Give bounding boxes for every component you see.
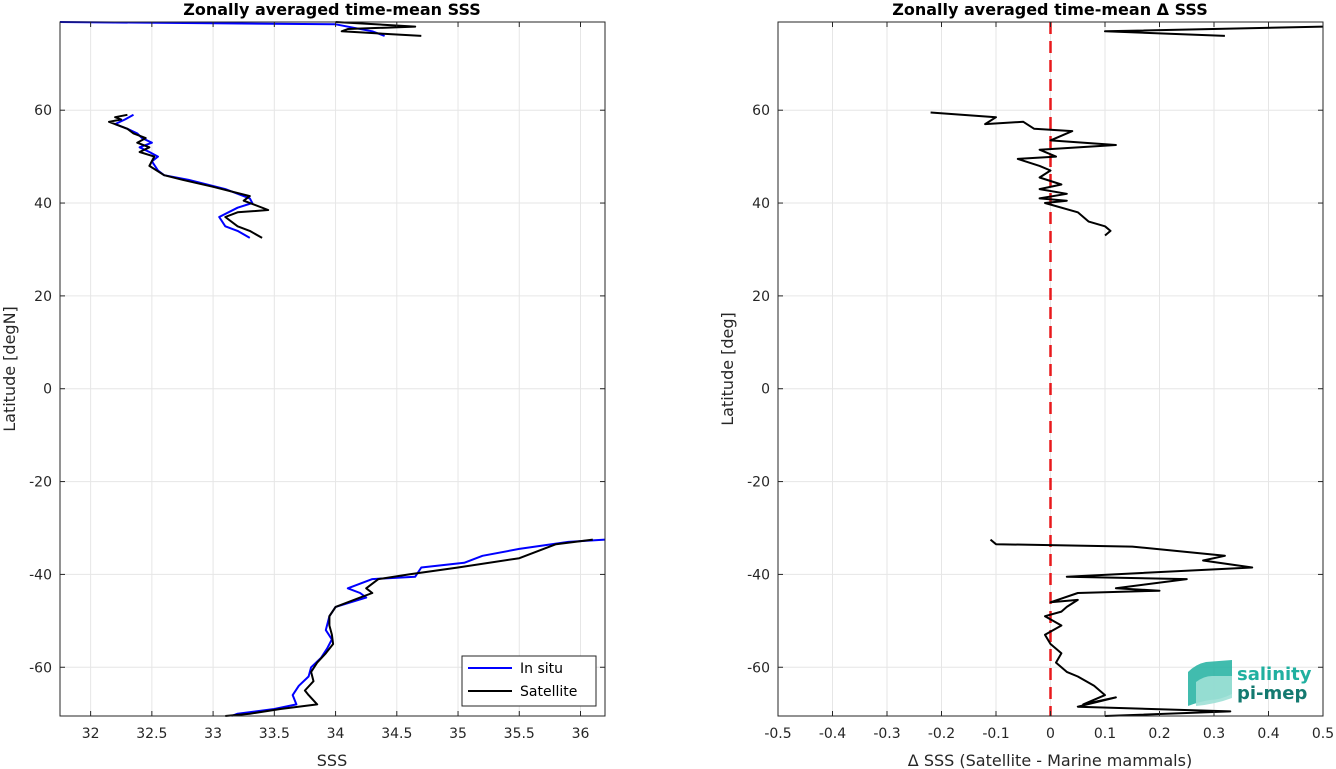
series-line-satellite-segment-2 [225, 538, 593, 717]
right-chart: -0.5 -0.4 -0.3 -0.2 -0.1 0 0.1 0.2 0.3 0.4 0.5 -60 -… [718, 0, 1334, 769]
x-tick-label: 0 [1046, 726, 1055, 742]
right-y-axis-label: Latitude [deg] [718, 312, 737, 426]
salinity-pi-mep-logo: salinity pi-mep [1188, 660, 1312, 706]
x-tick-label: 35.5 [504, 726, 535, 742]
logo-text-pi-mep: pi-mep [1237, 683, 1307, 704]
left-y-axis-label: Latitude [degN] [0, 306, 19, 432]
y-tick-label: 60 [34, 103, 52, 119]
right-series [930, 25, 1324, 717]
x-tick-label: 32 [82, 726, 100, 742]
left-plot-area [60, 22, 605, 716]
right-chart-title: Zonally averaged time-mean Δ SSS [892, 0, 1208, 19]
x-tick-label: 33.5 [259, 726, 290, 742]
y-tick-label: -20 [29, 475, 52, 491]
x-tick-label: 32.5 [136, 726, 167, 742]
y-tick-label: -60 [747, 660, 770, 676]
x-tick-label: -0.1 [982, 726, 1009, 742]
y-tick-label: 20 [34, 289, 52, 305]
x-tick-label: 0.3 [1203, 726, 1225, 742]
x-tick-label: 34 [327, 726, 345, 742]
x-tick-label: 0.4 [1257, 726, 1279, 742]
x-tick-label: 0.1 [1094, 726, 1116, 742]
legend-label-satellite: Satellite [520, 684, 577, 700]
y-tick-label: -40 [747, 567, 770, 583]
x-tick-label: -0.3 [873, 726, 900, 742]
series-line-satellite-segment-1 [108, 113, 270, 239]
logo-text-salinity: salinity [1237, 664, 1312, 685]
y-tick-label: 0 [43, 382, 52, 398]
series-line-delta-sss-segment-2 [989, 538, 1254, 717]
x-tick-label: -0.5 [764, 726, 791, 742]
series-line-delta-sss-segment-1 [930, 111, 1117, 237]
y-tick-label: -60 [29, 660, 52, 676]
series-line-satellite-segment-0 [335, 21, 422, 37]
right-ticks: -0.5 -0.4 -0.3 -0.2 -0.1 0 0.1 0.2 0.3 0.4 0.5 -60 -… [747, 22, 1334, 742]
x-tick-label: 0.5 [1312, 726, 1334, 742]
y-tick-label: 60 [752, 103, 770, 119]
legend-box [461, 655, 597, 707]
left-chart-title: Zonally averaged time-mean SSS [183, 0, 481, 19]
x-tick-label: 36 [572, 726, 590, 742]
series-line-in-situ-segment-1 [114, 113, 254, 239]
y-tick-label: -40 [29, 567, 52, 583]
y-tick-label: 40 [752, 196, 770, 212]
x-tick-label: 33 [204, 726, 222, 742]
x-tick-label: -0.2 [928, 726, 955, 742]
right-x-axis-label: Δ SSS (Satellite - Marine mammals) [908, 751, 1192, 769]
y-tick-label: 0 [761, 382, 770, 398]
left-series [59, 21, 606, 717]
logo-wave-icon-shade [1196, 676, 1232, 706]
y-tick-label: -20 [747, 475, 770, 491]
y-tick-label: 20 [752, 289, 770, 305]
left-chart: 32 32.5 33 33.5 34 34.5 35 35.5 36 -60 -40 -20 0 20 40… [0, 0, 606, 769]
y-tick-label: 40 [34, 196, 52, 212]
x-tick-label: 0.2 [1148, 726, 1170, 742]
left-x-axis-label: SSS [317, 751, 347, 769]
legend-label-in-situ: In situ [520, 661, 563, 677]
x-tick-label: 35 [449, 726, 467, 742]
legend: In situ Satellite [461, 655, 597, 707]
x-tick-label: -0.4 [819, 726, 846, 742]
series-line-delta-sss-segment-0 [1104, 25, 1324, 37]
left-axes-box [59, 21, 606, 717]
x-tick-label: 34.5 [381, 726, 412, 742]
left-ticks: 32 32.5 33 33.5 34 34.5 35 35.5 36 -60 -40 -20 0 20 40… [29, 22, 605, 742]
